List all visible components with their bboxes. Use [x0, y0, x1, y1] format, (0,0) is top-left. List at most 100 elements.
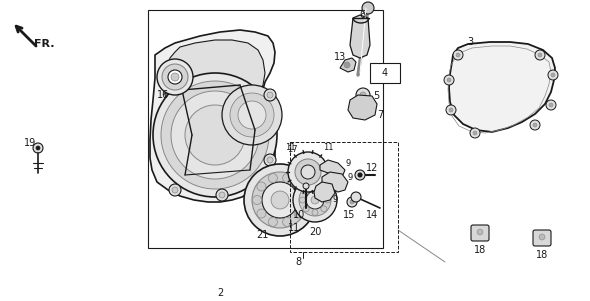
Text: 21: 21: [256, 230, 268, 240]
Circle shape: [551, 73, 555, 77]
Circle shape: [301, 165, 315, 179]
Circle shape: [470, 128, 480, 138]
FancyBboxPatch shape: [533, 230, 551, 246]
Circle shape: [162, 64, 188, 90]
Circle shape: [271, 191, 289, 209]
Circle shape: [533, 123, 537, 127]
Text: 19: 19: [24, 138, 36, 148]
Text: 9: 9: [348, 173, 353, 182]
Text: 11: 11: [288, 223, 300, 233]
Circle shape: [473, 131, 477, 135]
Circle shape: [303, 206, 309, 212]
Text: 9: 9: [332, 196, 337, 204]
Circle shape: [168, 70, 182, 84]
Circle shape: [238, 101, 266, 129]
Circle shape: [159, 67, 171, 79]
Circle shape: [539, 234, 545, 240]
Text: FR.: FR.: [34, 39, 54, 49]
Circle shape: [360, 92, 366, 98]
Circle shape: [344, 62, 350, 68]
Text: 15: 15: [343, 210, 355, 220]
Circle shape: [294, 209, 303, 218]
Text: 18: 18: [474, 245, 486, 255]
Circle shape: [230, 93, 274, 137]
Circle shape: [262, 182, 298, 218]
Polygon shape: [320, 160, 345, 178]
Circle shape: [321, 206, 327, 212]
Bar: [370, 63, 400, 83]
Circle shape: [356, 88, 370, 102]
Text: 17: 17: [287, 145, 297, 154]
Text: 8: 8: [295, 257, 301, 267]
Text: 9: 9: [345, 159, 350, 167]
Circle shape: [36, 146, 40, 150]
Circle shape: [350, 200, 354, 204]
Text: 12: 12: [366, 163, 378, 173]
Circle shape: [300, 197, 306, 203]
Circle shape: [171, 91, 259, 179]
Circle shape: [157, 59, 193, 95]
Polygon shape: [165, 40, 265, 124]
Polygon shape: [150, 30, 275, 202]
Circle shape: [303, 188, 309, 194]
Circle shape: [530, 120, 540, 130]
Circle shape: [33, 143, 43, 153]
Polygon shape: [348, 95, 377, 120]
Polygon shape: [322, 172, 348, 192]
Circle shape: [222, 85, 282, 145]
Circle shape: [283, 174, 291, 183]
Text: 2: 2: [217, 288, 223, 298]
Circle shape: [449, 108, 453, 112]
Circle shape: [362, 2, 374, 14]
Circle shape: [546, 100, 556, 110]
Text: 16: 16: [157, 90, 169, 100]
Circle shape: [172, 187, 178, 193]
Circle shape: [295, 159, 321, 185]
Circle shape: [355, 170, 365, 180]
Circle shape: [453, 50, 463, 60]
Circle shape: [219, 192, 225, 198]
Circle shape: [299, 196, 307, 204]
Text: 20: 20: [309, 227, 321, 237]
Circle shape: [161, 81, 269, 189]
Text: 3: 3: [467, 37, 473, 47]
Circle shape: [216, 189, 228, 201]
Polygon shape: [449, 42, 555, 132]
Circle shape: [312, 209, 318, 216]
Circle shape: [548, 70, 558, 80]
Circle shape: [446, 105, 456, 115]
Text: 4: 4: [382, 68, 388, 78]
Circle shape: [444, 75, 454, 85]
Circle shape: [171, 73, 179, 81]
Text: 14: 14: [366, 210, 378, 220]
Polygon shape: [314, 182, 335, 202]
Circle shape: [153, 73, 277, 197]
Circle shape: [257, 209, 266, 218]
Circle shape: [538, 53, 542, 57]
Circle shape: [162, 70, 168, 76]
Circle shape: [311, 196, 319, 204]
Polygon shape: [350, 15, 370, 58]
Circle shape: [358, 173, 362, 177]
Circle shape: [303, 183, 309, 189]
Text: 6: 6: [359, 10, 365, 20]
Circle shape: [299, 184, 331, 216]
Polygon shape: [340, 58, 356, 72]
Circle shape: [268, 217, 277, 226]
Circle shape: [264, 154, 276, 166]
Text: 18: 18: [536, 250, 548, 260]
Bar: [148, 10, 383, 248]
Text: 10: 10: [293, 210, 305, 220]
Circle shape: [477, 229, 483, 235]
Circle shape: [324, 197, 330, 203]
Circle shape: [447, 78, 451, 82]
Circle shape: [456, 53, 460, 57]
Circle shape: [294, 182, 303, 191]
Circle shape: [267, 157, 273, 163]
Text: 11: 11: [323, 144, 333, 153]
Circle shape: [283, 217, 291, 226]
Bar: [290, 142, 398, 252]
Circle shape: [306, 191, 324, 209]
Circle shape: [312, 185, 318, 191]
Text: 13: 13: [334, 52, 346, 62]
